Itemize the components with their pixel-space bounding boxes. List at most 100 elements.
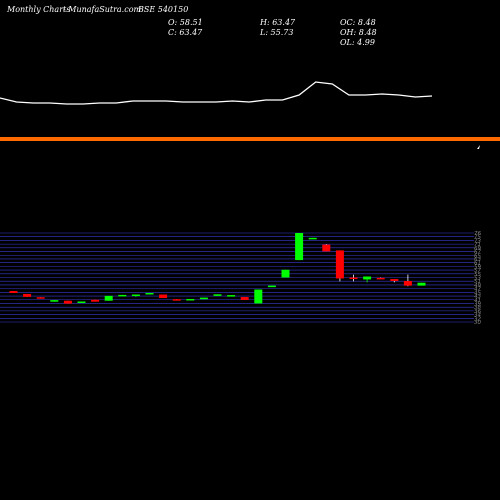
candle-body [23, 293, 32, 297]
candle-body [403, 280, 412, 286]
oc-value: OC: 8.48 [340, 18, 376, 27]
y-tick-label: 69 [474, 246, 481, 252]
candle-body [145, 292, 154, 295]
candle-body [267, 285, 276, 288]
y-tick-label: 59 [474, 264, 481, 270]
candle-body [118, 294, 127, 297]
y-tick-label: 65 [474, 253, 481, 259]
y-tick-label: 34 [474, 313, 481, 319]
candle [335, 250, 344, 282]
y-tick-label: 47 [474, 287, 481, 293]
candle-body [295, 233, 304, 261]
y-tick-label: 36 [474, 309, 481, 315]
oh-value: OH: 8.48 [340, 28, 377, 37]
candle [91, 299, 100, 302]
candle [186, 298, 195, 301]
candle [172, 299, 181, 301]
candle [417, 282, 426, 286]
candle [23, 293, 32, 297]
high-value: H: 63.47 [260, 18, 296, 27]
y-tick-label: 49 [474, 283, 481, 289]
candle [295, 233, 304, 261]
candle [36, 297, 45, 299]
y-tick-label: 63 [474, 257, 481, 263]
candle [240, 297, 249, 300]
y-tick-label: 71 [474, 242, 481, 248]
y-tick-label: 45 [474, 290, 481, 296]
y-tick-label: 61 [474, 261, 481, 267]
candle [322, 244, 331, 252]
candle-body [9, 291, 18, 293]
y-tick-label: 67 [474, 250, 481, 256]
y-tick-label: 76 [474, 231, 481, 237]
ol-value: OL: 4.99 [340, 38, 375, 47]
candle [131, 294, 140, 297]
candle-body [254, 289, 263, 304]
candle-body [63, 300, 72, 304]
candle-body [322, 244, 331, 252]
y-tick-label: 39 [474, 301, 481, 307]
y-tick-label: 38 [474, 305, 481, 311]
candle [227, 295, 236, 297]
candle [159, 294, 168, 299]
y-tick-label: 53 [474, 276, 481, 282]
y-tick-label: 57 [474, 268, 481, 274]
y-tick-label: 73 [474, 238, 481, 244]
candle [145, 292, 154, 295]
y-tick-label: 51 [474, 279, 481, 285]
candle-body [213, 294, 222, 296]
candle [403, 274, 412, 287]
candle-body [186, 298, 195, 301]
candle [104, 295, 113, 301]
low-value: L: 55.73 [260, 28, 294, 37]
candle-body [199, 297, 208, 300]
candle-body [281, 269, 290, 278]
candle [281, 269, 290, 278]
candle-body [390, 279, 399, 281]
separator-bar [0, 137, 500, 141]
candle-body [376, 277, 385, 280]
candle-body [104, 295, 113, 301]
candle-body [227, 295, 236, 297]
symbol-label: BSE 540150 [138, 5, 189, 14]
candle [267, 285, 276, 288]
site-name: - MunafaSutra.com [63, 5, 142, 14]
candle-body [308, 237, 317, 240]
y-tick-label: 43 [474, 294, 481, 300]
candle [390, 279, 399, 283]
candle-body [91, 299, 100, 302]
price-axis: 7675737169676563615957555351494745434139… [474, 231, 481, 326]
y-tick-label: 30 [474, 320, 481, 326]
indicator-line [0, 81, 433, 105]
candle-body [335, 250, 344, 279]
site-title: Monthly Charts [7, 5, 71, 14]
candle-body [172, 299, 181, 301]
y-tick-label: 75 [474, 235, 481, 241]
candle-body [417, 282, 426, 286]
candle [77, 301, 86, 303]
candle [363, 276, 372, 283]
candle-body [36, 297, 45, 299]
candle [349, 274, 358, 282]
close-value: C: 63.47 [168, 28, 203, 37]
y-tick-label: 32 [474, 316, 481, 322]
y-tick-label: 41 [474, 298, 481, 304]
marker-glyph [477, 145, 480, 149]
open-value: O: 58.51 [168, 18, 203, 27]
candle-body [77, 301, 86, 303]
candle-body [159, 294, 168, 299]
candles [9, 233, 426, 304]
candle [308, 237, 317, 240]
candle-body [50, 300, 59, 302]
candle-body [240, 297, 249, 300]
candle-body [349, 277, 358, 279]
price-grid [0, 232, 474, 323]
candle [9, 291, 18, 293]
candle [50, 300, 59, 302]
candle [376, 277, 385, 280]
candle [118, 294, 127, 297]
y-tick-label: 55 [474, 272, 481, 278]
candle [199, 297, 208, 300]
